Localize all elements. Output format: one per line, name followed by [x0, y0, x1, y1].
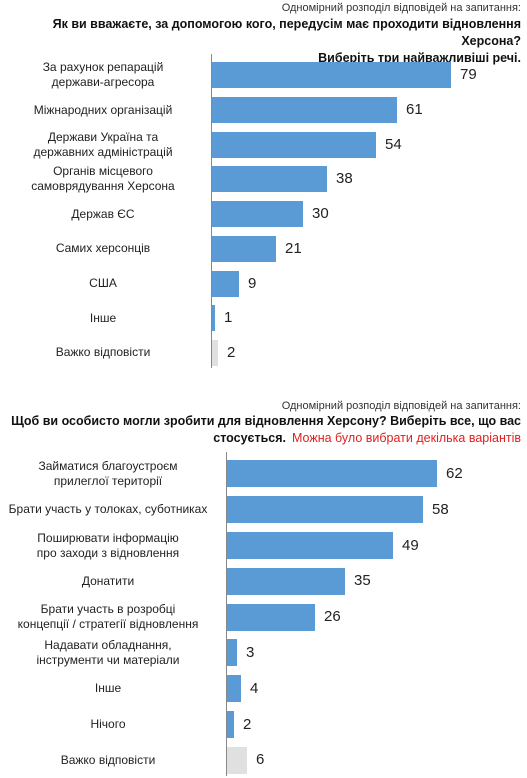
- bar-6: [212, 235, 276, 262]
- category-label-line: самоврядування Херсона: [31, 179, 175, 194]
- category-label-1: Займатися благоустроєм прилеглої територі…: [0, 459, 218, 489]
- bar-7: [212, 270, 239, 297]
- chart-2-axis: [226, 452, 227, 777]
- value-label-3: 54: [385, 135, 402, 153]
- category-label-line: Важко відповісти: [60, 752, 156, 767]
- value-label-6: 3: [246, 643, 255, 661]
- bar-9: [212, 339, 218, 366]
- category-label-5: Держав ЄС: [3, 207, 203, 222]
- bar-1: [212, 62, 451, 89]
- category-label-7: США: [3, 276, 203, 291]
- category-label-line: За рахунок репарацій: [42, 60, 164, 75]
- category-label-line: США: [89, 276, 117, 291]
- category-label-line: Брати участь у толоках, суботниках: [8, 502, 208, 517]
- category-label-3: Поширювати інформацію про заходи з віднов…: [0, 531, 218, 561]
- category-label-1: За рахунок репарацій держави-агресора: [3, 60, 203, 90]
- category-label-line: Інше: [89, 310, 117, 325]
- value-label-6: 21: [285, 239, 302, 257]
- value-label-9: 2: [227, 343, 236, 361]
- q2-question-line2: стосується.: [213, 431, 286, 445]
- category-label-line: Донатити: [81, 573, 135, 588]
- value-label-4: 35: [354, 572, 371, 590]
- category-label-line: Займатися благоустроєм: [38, 458, 178, 473]
- bar-5: [212, 201, 303, 228]
- category-label-4: Донатити: [0, 574, 218, 589]
- category-label-7: Інше: [0, 681, 218, 696]
- category-label-line: Держав ЄС: [71, 206, 135, 221]
- value-label-8: 2: [243, 715, 252, 733]
- category-label-line: Інше: [94, 681, 122, 696]
- category-label-line: Важко відповісти: [55, 345, 151, 360]
- category-label-line: Нічого: [90, 717, 126, 731]
- category-label-line: Самих херсонців: [55, 241, 151, 256]
- value-label-7: 9: [248, 274, 257, 292]
- category-label-6: Самих херсонців: [3, 241, 203, 256]
- value-label-5: 26: [324, 608, 341, 626]
- bar-3: [212, 131, 376, 158]
- category-label-line: Надавати обладнання,: [44, 637, 172, 652]
- q1-subtitle: Одномірний розподіл відповідей на запита…: [281, 2, 521, 14]
- bar-4: [212, 166, 327, 193]
- value-label-8: 1: [224, 309, 233, 327]
- category-label-2: Брати участь у толоках, суботниках: [0, 502, 218, 517]
- category-label-line: державних адміністрацій: [33, 144, 173, 159]
- category-label-line: Органів місцевого: [53, 164, 153, 179]
- category-label-8: Нічого: [0, 717, 218, 732]
- bar-5: [227, 603, 315, 631]
- bar-9: [227, 746, 247, 774]
- q2-note: Можна було вибрати декілька варіантів: [291, 431, 521, 445]
- value-label-2: 58: [432, 500, 449, 518]
- category-label-4: Органів місцевого самоврядування Херсона: [3, 164, 203, 194]
- category-label-8: Інше: [3, 311, 203, 326]
- q1-question: Як ви вважаєте, за допомогою кого, перед…: [0, 16, 521, 67]
- bar-6: [227, 639, 237, 667]
- q2-subtitle: Одномірний розподіл відповідей на запита…: [281, 400, 521, 412]
- category-label-9: Важко відповісти: [3, 345, 203, 360]
- category-label-line: Брати участь в розробці: [40, 602, 176, 617]
- value-label-2: 61: [406, 101, 423, 119]
- category-label-line: про заходи з відновлення: [36, 545, 180, 560]
- bar-7: [227, 675, 241, 703]
- category-label-line: Держави Україна та: [47, 129, 159, 144]
- value-label-3: 49: [402, 536, 419, 554]
- q2-question: Щоб ви особисто могли зробити для віднов…: [11, 413, 521, 447]
- bar-2: [212, 97, 397, 124]
- value-label-5: 30: [312, 205, 329, 223]
- bar-4: [227, 567, 345, 595]
- value-label-9: 6: [256, 751, 265, 769]
- q2-question-line1: Щоб ви особисто могли зробити для віднов…: [11, 414, 521, 428]
- bar-1: [227, 460, 437, 488]
- bar-8: [212, 305, 215, 332]
- category-label-9: Важко відповісти: [0, 753, 218, 768]
- category-label-line: держави-агресора: [51, 75, 155, 90]
- category-label-line: Поширювати інформацію: [37, 530, 179, 545]
- bar-8: [227, 711, 234, 738]
- q1-question-line1: Як ви вважаєте, за допомогою кого, перед…: [52, 17, 521, 48]
- category-label-3: Держави Україна та державних адміністраці…: [3, 130, 203, 160]
- value-label-1: 79: [460, 66, 477, 84]
- category-label-line: прилеглої території: [53, 473, 163, 488]
- category-label-2: Міжнародних організацій: [3, 103, 203, 118]
- chart-1-axis: [211, 54, 212, 369]
- bar-2: [227, 496, 423, 524]
- category-label-6: Надавати обладнання, інструменти чи матер…: [0, 638, 218, 668]
- category-label-line: Міжнародних організацій: [33, 102, 173, 117]
- category-label-line: інструменти чи матеріали: [36, 652, 180, 667]
- bar-3: [227, 532, 393, 559]
- category-label-5: Брати участь в розробці концепції / страт…: [0, 602, 218, 632]
- value-label-1: 62: [446, 464, 463, 482]
- value-label-4: 38: [336, 170, 353, 188]
- q1-question-line2: Виберіть три найважливіші речі.: [318, 51, 521, 65]
- value-label-7: 4: [250, 679, 259, 697]
- category-label-line: концепції / стратегії відновлення: [17, 617, 199, 632]
